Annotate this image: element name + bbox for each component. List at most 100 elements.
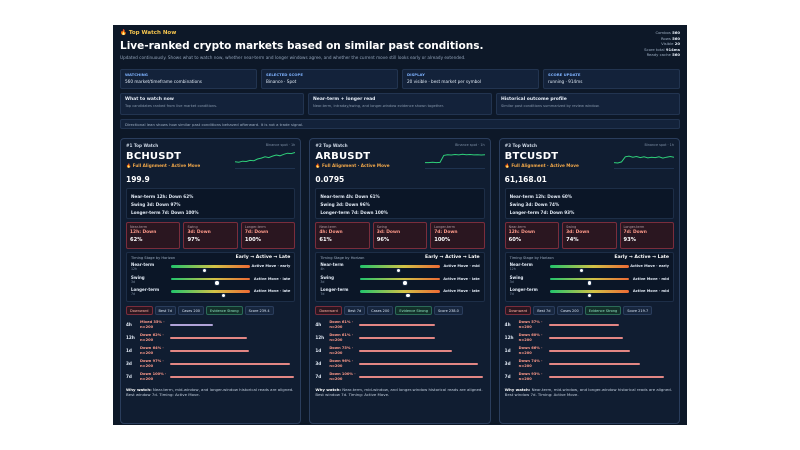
timing-phase: Active Move · late bbox=[253, 276, 291, 281]
horizon-read: Near-term 12h: Down 62% bbox=[131, 194, 194, 199]
timing-marker bbox=[214, 280, 220, 286]
eyebrow-label: Top Watch Now bbox=[128, 30, 177, 36]
timing-phase: Active Move · mid bbox=[443, 264, 480, 268]
horizon-tile[interactable]: Swing 3d: Down 74% bbox=[562, 222, 617, 249]
timing-marker bbox=[395, 267, 402, 273]
timing-row: Swing 3d Active Move · late bbox=[131, 274, 290, 286]
horizon-sample-size: n=200 bbox=[329, 338, 343, 342]
horizon-tile[interactable]: Near-term 4h: Down 61% bbox=[315, 222, 370, 249]
horizon-label: 7d bbox=[504, 374, 511, 379]
tile-label: Near-term bbox=[508, 225, 526, 229]
tile-percent: 97% bbox=[187, 237, 200, 243]
horizon-sample-size: n=200 bbox=[140, 325, 154, 329]
horizon-tile[interactable]: Near-term 12h: Down 60% bbox=[504, 222, 560, 249]
stat-display[interactable]: DISPLAY 20 visible · best market per symb… bbox=[402, 69, 539, 89]
market-symbol: ARBUSDT bbox=[315, 151, 371, 162]
timing-row: Swing 3d Active Move · late bbox=[320, 274, 480, 286]
horizon-outcome-row: 12h Down 61% · n=200 bbox=[315, 332, 484, 345]
horizon-outcome-row: 1d Down 75% · n=200 bbox=[315, 345, 484, 358]
horizon-label: 3d bbox=[126, 361, 132, 366]
sparkline-chart bbox=[613, 155, 675, 164]
sparkline-path bbox=[424, 153, 485, 164]
metric-combos: Combos 560 bbox=[655, 30, 680, 35]
timing-phase: Active Move · mid bbox=[632, 276, 669, 281]
chip-cases: Cases 200 bbox=[556, 306, 583, 315]
last-price: 0.0795 bbox=[315, 175, 345, 184]
chip-evidence: Evidence Strong bbox=[395, 306, 432, 315]
watch-cards: #1 Top Watch Binance spot · 1h BCHUSDT 🔥 Fu… bbox=[120, 138, 680, 424]
watch-card[interactable]: #2 Top Watch Binance spot · 1h ARBUSDT 🔥 Fu… bbox=[309, 138, 491, 424]
timing-phase: Active Move · mid bbox=[632, 289, 669, 293]
why-watch-text: Near-term, mid-window, and longer-window… bbox=[315, 387, 483, 398]
tile-direction: 3d: Down bbox=[187, 230, 211, 235]
chip-cases: Cases 200 bbox=[177, 306, 205, 315]
horizon-direction: Down 93% · bbox=[518, 372, 543, 376]
horizon-tile[interactable]: Longer-term 7d: Down 93% bbox=[619, 222, 674, 249]
tile-percent: 96% bbox=[376, 237, 390, 243]
timing-window: 3d bbox=[320, 279, 325, 284]
chip-best-window: Best 7d bbox=[533, 306, 555, 315]
why-watch-label: Why watch: bbox=[126, 387, 152, 392]
horizon-tiles: Near-term 4h: Down 61% Swing 3d: Down 96% Long… bbox=[315, 222, 485, 249]
tile-label: Longer-term bbox=[623, 225, 645, 229]
timing-horizon-name: Longer-term bbox=[131, 287, 160, 292]
timing-title: Timing Stage by Horizon bbox=[509, 256, 554, 260]
sparkline-label: Binance spot · 1h bbox=[265, 143, 296, 147]
why-watch-label: Why watch: bbox=[315, 387, 341, 392]
watch-card[interactable]: #3 Top Watch Binance spot · 1h BTCUSDT 🔥 Fu… bbox=[498, 138, 680, 424]
horizon-sample-size: n=200 bbox=[518, 351, 532, 355]
horizon-label: 1d bbox=[504, 348, 511, 353]
summary-chips: Downward Best 7d Cases 200 Evidence Strong S… bbox=[126, 306, 295, 315]
horizon-label: 3d bbox=[315, 361, 322, 366]
horizon-sample-size: n=200 bbox=[518, 325, 532, 329]
tile-direction: 12h: Down bbox=[508, 230, 536, 235]
horizon-tile[interactable]: Longer-term 7d: Down 100% bbox=[240, 222, 296, 249]
watch-card[interactable]: #1 Top Watch Binance spot · 1h BCHUSDT 🔥 Fu… bbox=[120, 138, 302, 424]
page-title: Live-ranked crypto markets based on simi… bbox=[120, 40, 484, 52]
horizon-bar bbox=[548, 323, 620, 326]
timing-gradient-bar bbox=[549, 290, 629, 298]
timing-horizon-name: Near-term bbox=[131, 262, 155, 267]
sparkline-path bbox=[613, 155, 675, 164]
horizon-read: Near-term 12h: Down 60% bbox=[509, 194, 572, 199]
timing-marker bbox=[201, 267, 208, 273]
horizon-read: Swing 3d: Down 97% bbox=[131, 202, 181, 207]
horizon-read: Swing 3d: Down 74% bbox=[509, 202, 560, 207]
horizon-bar bbox=[170, 362, 291, 365]
eyebrow: 🔥 Top Watch Now bbox=[120, 30, 176, 36]
horizon-bar bbox=[359, 375, 484, 378]
tile-direction: 7d: Down bbox=[434, 230, 458, 235]
timing-horizon-name: Near-term bbox=[509, 262, 533, 267]
why-watch: Why watch: Near-term, mid-window, and lo… bbox=[505, 387, 674, 397]
disclaimer: Directional lean shows how similar past … bbox=[120, 119, 680, 129]
tile-label: Swing bbox=[566, 225, 577, 229]
chip-score: Score 219.7 bbox=[623, 306, 653, 315]
tile-label: Longer-term bbox=[434, 225, 455, 229]
tile-direction: 12h: Down bbox=[130, 230, 157, 235]
timing-row: Swing 3d Active Move · mid bbox=[510, 274, 669, 286]
horizon-bar bbox=[548, 375, 664, 378]
horizon-label: 1d bbox=[126, 348, 132, 353]
horizon-tile[interactable]: Swing 3d: Down 97% bbox=[183, 222, 238, 249]
horizon-tile[interactable]: Swing 3d: Down 96% bbox=[372, 222, 428, 249]
horizon-reads: Near-term 12h: Down 60% Swing 3d: Down 74… bbox=[504, 188, 674, 219]
timing-window: 7d bbox=[131, 292, 136, 296]
horizon-tile[interactable]: Longer-term 7d: Down 100% bbox=[430, 222, 485, 249]
why-watch-label: Why watch: bbox=[504, 387, 531, 392]
sparkline-chart bbox=[235, 152, 296, 163]
horizon-read: Longer-term 7d: Down 93% bbox=[509, 210, 575, 215]
timing-window: 4h bbox=[320, 267, 325, 271]
horizon-outcome-row: 3d Down 97% · n=200 bbox=[126, 358, 295, 371]
horizon-tile[interactable]: Near-term 12h: Down 62% bbox=[126, 222, 181, 249]
timing-horizon-name: Near-term bbox=[320, 262, 344, 267]
stat-selected-scope[interactable]: SELECTED SCOPE Binance · Spot bbox=[261, 69, 398, 89]
horizon-sample-size: n=200 bbox=[140, 364, 154, 368]
metric-rows: Rows 560 bbox=[660, 35, 680, 41]
timing-gradient-bar bbox=[171, 290, 251, 298]
chip-direction: Downward bbox=[126, 306, 153, 315]
market-symbol: BTCUSDT bbox=[504, 151, 559, 162]
horizon-direction: Down 62% · bbox=[140, 333, 164, 337]
horizon-bar bbox=[170, 349, 250, 352]
tile-direction: 3d: Down bbox=[566, 230, 590, 235]
timing-horizon-name: Longer-term bbox=[320, 287, 349, 292]
